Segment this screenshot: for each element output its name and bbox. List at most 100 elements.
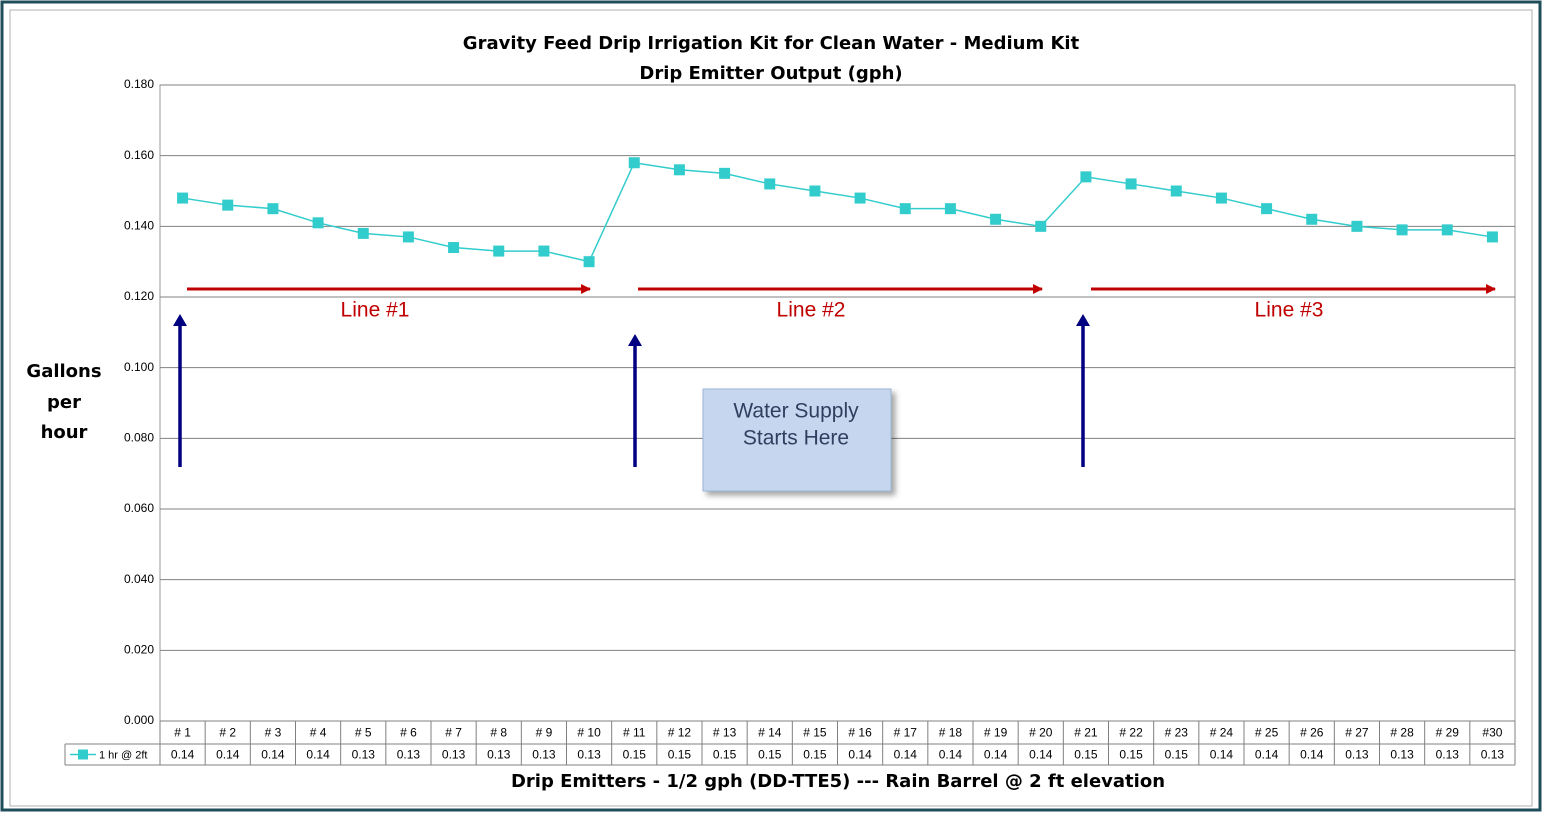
data-point	[1035, 220, 1047, 232]
x-tick-label: # 18	[939, 726, 963, 740]
x-tick-label: # 23	[1165, 726, 1189, 740]
x-axis-label: Drip Emitters - 1/2 gph (DD-TTE5) --- Ra…	[511, 771, 1165, 792]
table-value: 0.15	[1074, 748, 1098, 762]
x-tick-label: # 17	[894, 726, 918, 740]
table-value: 0.13	[1345, 748, 1369, 762]
table-value: 0.14	[216, 748, 240, 762]
data-point	[764, 178, 776, 190]
table-value: 0.13	[577, 748, 601, 762]
data-point	[583, 256, 595, 268]
data-point	[222, 199, 234, 211]
data-point	[402, 231, 414, 243]
table-value: 0.15	[713, 748, 737, 762]
chart-area	[9, 9, 1533, 807]
data-point	[357, 227, 369, 239]
data-point	[854, 192, 866, 204]
table-value: 0.14	[984, 748, 1008, 762]
table-value: 0.14	[1300, 748, 1324, 762]
y-tick-label: 0.040	[124, 572, 154, 586]
x-tick-label: # 26	[1300, 726, 1324, 740]
data-point	[899, 203, 911, 215]
x-tick-label: # 10	[577, 726, 601, 740]
data-point	[1351, 220, 1363, 232]
series-line	[182, 161, 1493, 263]
callout-box	[702, 388, 892, 492]
table-value: 0.13	[1436, 748, 1460, 762]
data-point	[1306, 213, 1318, 225]
legend-marker	[78, 749, 88, 760]
x-tick-label: # 19	[984, 726, 1008, 740]
data-point	[448, 242, 460, 254]
x-tick-label: # 27	[1345, 726, 1369, 740]
data-point	[944, 203, 956, 215]
annotation: Line #2	[777, 299, 846, 322]
table-value: 0.14	[171, 748, 195, 762]
table-value: 0.14	[848, 748, 872, 762]
y-axis-label: hour	[41, 422, 88, 443]
data-point	[1170, 185, 1182, 197]
x-tick-label: #30	[1482, 726, 1502, 740]
table-value: 0.13	[352, 748, 376, 762]
x-tick-label: # 21	[1074, 726, 1098, 740]
x-tick-label: # 9	[536, 726, 553, 740]
table-value: 0.15	[1165, 748, 1189, 762]
annotation: Line #3	[1255, 299, 1324, 322]
data-point	[990, 213, 1002, 225]
x-tick-label: # 5	[355, 726, 372, 740]
table-value: 0.14	[894, 748, 918, 762]
x-tick-label: # 12	[668, 726, 692, 740]
x-tick-label: # 13	[713, 726, 737, 740]
x-tick-label: # 15	[803, 726, 827, 740]
x-tick-label: # 25	[1255, 726, 1279, 740]
x-tick-label: # 16	[848, 726, 872, 740]
x-tick-label: # 2	[219, 726, 236, 740]
annotation: Line #1	[341, 299, 410, 322]
table-value: 0.13	[532, 748, 556, 762]
legend-label: 1 hr @ 2ft	[99, 749, 147, 761]
data-point	[493, 245, 505, 257]
table-value: 0.15	[668, 748, 692, 762]
x-tick-label: # 22	[1119, 726, 1143, 740]
y-tick-label: 0.100	[124, 360, 154, 374]
x-tick-label: # 7	[445, 726, 462, 740]
table-value: 0.14	[1210, 748, 1234, 762]
x-tick-label: # 6	[400, 726, 417, 740]
data-point	[1486, 231, 1498, 243]
data-point	[1125, 178, 1137, 190]
callout-text: Starts Here	[743, 427, 849, 450]
table-value: 0.13	[1390, 748, 1414, 762]
table-value: 0.13	[442, 748, 466, 762]
table-value: 0.14	[939, 748, 963, 762]
data-point	[538, 245, 550, 257]
data-point	[628, 157, 640, 169]
y-tick-label: 0.000	[124, 713, 154, 727]
x-tick-label: # 29	[1436, 726, 1460, 740]
data-point	[1261, 203, 1273, 215]
x-tick-label: # 24	[1210, 726, 1234, 740]
chart-title: Gravity Feed Drip Irrigation Kit for Cle…	[463, 33, 1080, 54]
x-tick-label: # 1	[174, 726, 191, 740]
y-tick-label: 0.080	[124, 431, 154, 445]
x-tick-label: # 4	[310, 726, 327, 740]
data-point	[1080, 171, 1092, 183]
data-point	[312, 217, 324, 229]
data-point	[809, 185, 821, 197]
table-value: 0.13	[1481, 748, 1505, 762]
x-tick-label: # 11	[623, 726, 646, 740]
chart-subtitle: Drip Emitter Output (gph)	[639, 63, 902, 84]
data-point	[177, 192, 189, 204]
y-tick-label: 0.180	[124, 77, 154, 91]
annotations: Water Supply Starts Here Line #1 Line #2 L…	[173, 284, 1496, 492]
table-value: 0.14	[1029, 748, 1053, 762]
y-tick-label: 0.160	[124, 148, 154, 162]
x-tick-label: # 20	[1029, 726, 1053, 740]
y-tick-label: 0.140	[124, 219, 154, 233]
table-value: 0.14	[306, 748, 330, 762]
data-point	[1396, 224, 1408, 236]
table-value: 0.14	[1255, 748, 1279, 762]
x-tick-label: # 28	[1390, 726, 1414, 740]
table-value: 0.14	[261, 748, 285, 762]
data-point	[719, 167, 731, 179]
x-tick-label: # 8	[490, 726, 507, 740]
